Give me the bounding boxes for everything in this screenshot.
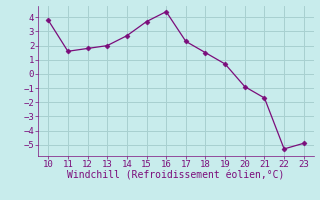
- X-axis label: Windchill (Refroidissement éolien,°C): Windchill (Refroidissement éolien,°C): [67, 171, 285, 181]
